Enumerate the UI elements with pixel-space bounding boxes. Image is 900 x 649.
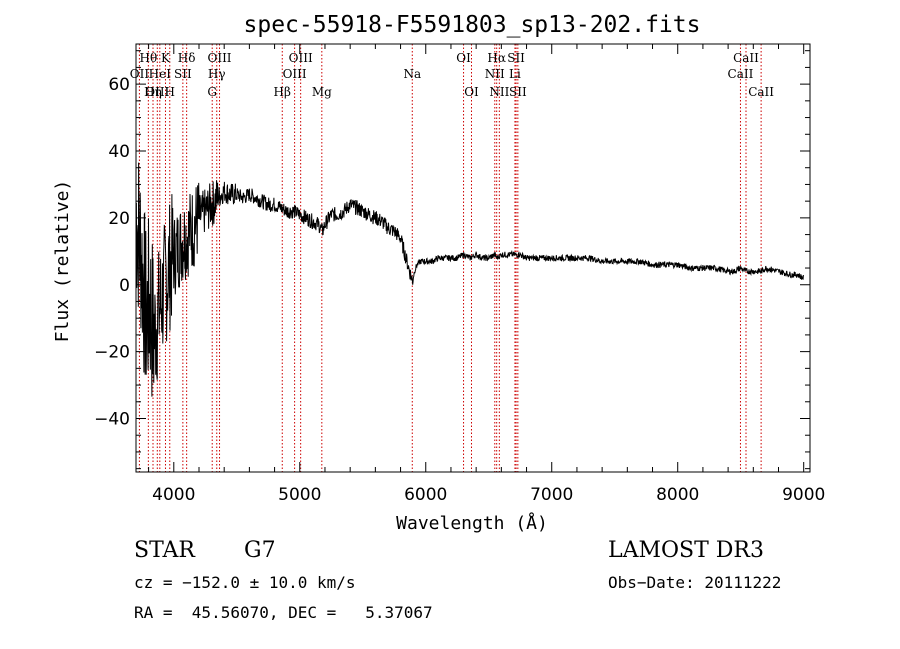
line-label-25: CaII: [733, 51, 759, 65]
line-label-27: CaII: [748, 85, 774, 99]
line-label-12: Hβ: [274, 85, 291, 99]
x-tick-label: 7000: [530, 485, 573, 505]
observation-date: Obs−Date: 20111222: [608, 573, 782, 592]
line-label-26: CaII: [728, 67, 754, 81]
plot-frame: [135, 43, 811, 473]
line-label-2: Hη: [144, 85, 162, 99]
line-label-10: Hγ: [208, 67, 226, 81]
line-label-7: SII: [174, 67, 192, 81]
x-tick-label: 4000: [152, 485, 195, 505]
line-label-11: G: [207, 85, 217, 99]
line-label-19: Hα: [487, 51, 506, 65]
spectrum-plot: spec-55918-F5591803_sp13-202.fits HθOIIH…: [52, 12, 825, 534]
chart-title: spec-55918-F5591803_sp13-202.fits: [244, 12, 701, 38]
survey-name: LAMOST DR3: [608, 538, 764, 563]
y-axis-ticks: −40 −20 0 20 40 60: [94, 50, 810, 470]
line-label-8: Hδ: [178, 51, 196, 65]
y-tick-label: −20: [94, 343, 130, 363]
y-tick-label: 60: [108, 75, 130, 95]
redshift-text: cz = −152.0 ± 10.0 km/s: [134, 573, 356, 592]
object-type: STAR: [134, 538, 195, 563]
x-tick-label: 6000: [404, 485, 447, 505]
line-label-13: OIII: [289, 51, 313, 65]
x-tick-label: 5000: [278, 485, 321, 505]
x-axis-ticks: 4000 5000 6000 7000 8000 9000: [148, 44, 825, 505]
line-label-6: HeI: [149, 67, 172, 81]
spectrum-line: [135, 162, 804, 397]
line-label-20: NII: [485, 67, 505, 81]
y-axis-label: Flux (relative): [52, 180, 73, 343]
line-label-24: SII: [509, 85, 527, 99]
line-label-23: Li: [509, 67, 521, 81]
coordinates: RA = 45.56070, DEC = 5.37067: [134, 603, 433, 622]
line-label-14: OIII: [283, 67, 307, 81]
object-subclass: G7: [244, 538, 276, 563]
y-tick-label: 20: [108, 209, 130, 229]
x-tick-label: 8000: [656, 485, 699, 505]
line-label-3: OIII: [145, 85, 169, 99]
x-tick-label: 9000: [782, 485, 825, 505]
y-tick-label: 0: [119, 276, 130, 296]
line-label-9: OIII: [207, 51, 231, 65]
line-label-16: Na: [403, 67, 421, 81]
line-label-5: H: [165, 85, 175, 99]
line-label-1: OII: [130, 67, 150, 81]
line-label-0: Hθ: [139, 51, 157, 65]
line-label-17: OI: [456, 51, 471, 65]
line-label-18: OI: [464, 85, 479, 99]
line-label-4: K: [161, 51, 171, 65]
y-tick-label: 40: [108, 142, 130, 162]
y-tick-label: −40: [94, 410, 130, 430]
line-label-22: SII: [507, 51, 525, 65]
x-axis-label: Wavelength (Å): [396, 512, 548, 534]
line-label-21: NII: [489, 85, 509, 99]
line-label-15: Mg: [312, 85, 332, 99]
